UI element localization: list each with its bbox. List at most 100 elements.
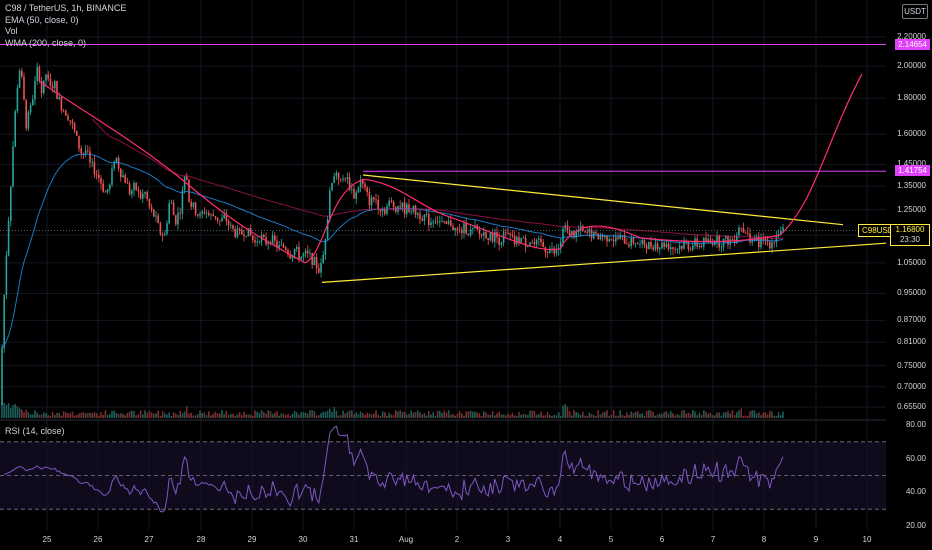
candle-body: [529, 242, 531, 246]
bar-countdown: 23:30: [899, 235, 921, 245]
candle-body: [500, 242, 503, 245]
candle-body: [201, 211, 203, 214]
candle-body: [621, 235, 624, 236]
candle-body: [56, 81, 58, 100]
volume-bar: [67, 413, 69, 418]
candle-body: [760, 238, 762, 248]
candle-body: [322, 254, 324, 264]
volume-bar: [430, 414, 432, 418]
volume-bar: [639, 413, 641, 418]
candle-body: [513, 235, 516, 245]
volume-bar: [234, 415, 236, 418]
candle-body: [109, 184, 111, 190]
volume-bar: [676, 413, 679, 418]
volume-bar: [10, 408, 12, 418]
volume-bar: [181, 413, 184, 418]
candle-body: [115, 157, 118, 163]
volume-bar: [260, 410, 263, 418]
volume-bar: [137, 414, 140, 418]
candle-body: [540, 238, 542, 243]
candle-body: [606, 235, 608, 242]
candle-body: [518, 237, 520, 243]
candle-body: [254, 239, 256, 243]
volume-bar: [117, 414, 120, 418]
candle-body: [243, 234, 245, 237]
candle-body: [245, 236, 247, 237]
candle-body: [758, 236, 760, 248]
price-tick-label: 2.20000: [897, 32, 926, 41]
volume-bar: [390, 414, 393, 418]
volume-bar: [560, 415, 562, 418]
candle-body: [390, 200, 393, 202]
volume-bar: [650, 410, 652, 418]
volume-bar: [573, 410, 575, 418]
volume-bar: [472, 411, 474, 418]
rsi-line: [4, 425, 784, 513]
candle-body: [95, 174, 98, 176]
candle-body: [179, 212, 181, 214]
volume-bar: [29, 414, 32, 418]
volume-bar: [252, 415, 254, 418]
volume-bar: [498, 411, 500, 418]
chart-legend: C98 / TetherUS, 1h, BINANCE EMA (50, clo…: [5, 3, 126, 49]
volume-bar: [38, 414, 41, 418]
currency-button[interactable]: USDT: [902, 4, 928, 19]
volume-bar: [161, 411, 164, 418]
candle-body: [445, 221, 448, 225]
time-tick-label: 8: [761, 535, 767, 544]
candle-body: [263, 234, 265, 238]
volume-bar: [445, 412, 448, 418]
candle-body: [282, 244, 285, 248]
volume-bar: [296, 412, 298, 418]
volume-bar: [278, 415, 280, 418]
candle-body: [384, 208, 386, 214]
volume-bar: [555, 415, 558, 418]
candle-body: [131, 190, 133, 195]
candle-body: [73, 123, 76, 131]
volume-bar: [425, 415, 428, 418]
volume-bar: [109, 414, 111, 418]
volume-bar: [511, 412, 514, 418]
volume-bar: [166, 414, 168, 418]
volume-bar: [538, 414, 540, 418]
price-tick-label: 0.95000: [897, 288, 926, 298]
volume-bar: [344, 413, 346, 418]
candle-body: [89, 151, 91, 163]
volume-bar: [87, 413, 89, 418]
candle-body: [280, 244, 283, 246]
candle-body: [58, 97, 60, 100]
volume-bar: [197, 414, 199, 418]
candle-body: [32, 99, 34, 106]
volume-bar: [47, 415, 49, 418]
volume-bar: [551, 415, 553, 418]
last-price-value: 1.16800: [895, 225, 925, 235]
candle-body: [199, 213, 201, 216]
candle-body: [10, 186, 12, 221]
price-tick-label: 1.25000: [897, 204, 926, 214]
volume-bar: [610, 414, 613, 418]
volume-bar: [487, 414, 489, 418]
candle-body: [113, 162, 115, 169]
volume-bar: [93, 412, 96, 418]
volume-bar: [599, 414, 602, 418]
volume-bar: [194, 415, 197, 418]
volume-bar: [78, 413, 80, 418]
volume-bar: [311, 410, 313, 418]
candle-body: [155, 215, 157, 217]
candle-body: [542, 242, 544, 247]
candle-body: [650, 241, 652, 248]
volume-bar: [714, 415, 716, 418]
candle-body: [740, 227, 742, 229]
volume-bar: [16, 406, 19, 418]
volume-bar: [641, 413, 643, 418]
candle-body: [14, 111, 16, 147]
candle-body: [168, 203, 170, 224]
volume-bar: [364, 414, 366, 418]
candle-body: [505, 232, 507, 234]
volume-bar: [705, 411, 707, 418]
volume-bar: [441, 412, 443, 418]
candle-body: [782, 227, 784, 232]
level-price-tag: 2.14654: [895, 38, 930, 50]
volume-bar: [626, 412, 628, 418]
